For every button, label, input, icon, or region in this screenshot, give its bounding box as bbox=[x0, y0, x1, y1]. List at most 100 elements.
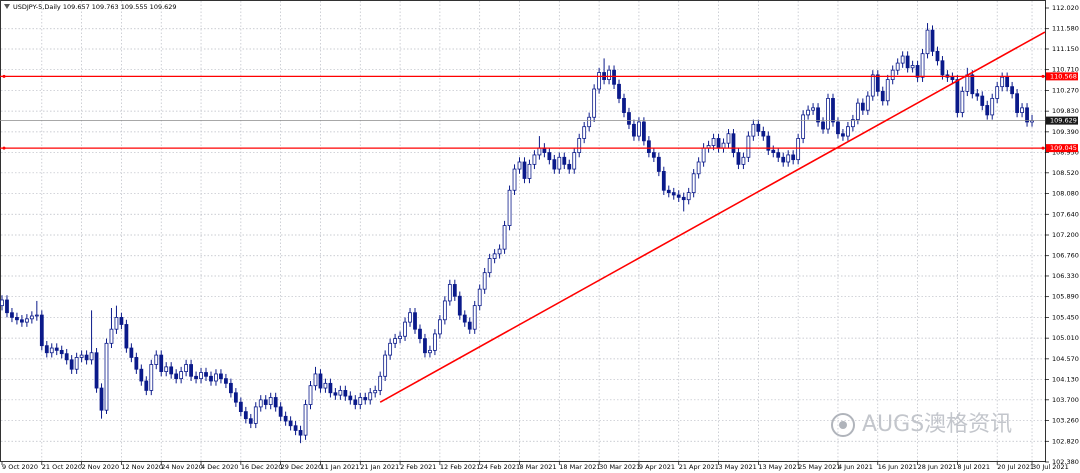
candle-body bbox=[288, 420, 293, 427]
current-price-box bbox=[1046, 116, 1078, 125]
candle-body bbox=[562, 156, 567, 165]
candle-body bbox=[821, 121, 825, 130]
watermark-logo bbox=[831, 413, 855, 437]
candle-body bbox=[49, 347, 54, 354]
y-tick-label: 112.020 bbox=[1052, 4, 1079, 12]
candle-body bbox=[298, 430, 303, 436]
candle-body bbox=[413, 312, 417, 330]
candle-body bbox=[622, 98, 626, 113]
candle-body bbox=[303, 404, 308, 436]
candle-body bbox=[567, 163, 572, 170]
candle-body bbox=[831, 98, 835, 123]
candle-body bbox=[637, 121, 641, 137]
candle-body bbox=[860, 102, 865, 111]
y-tick-label: 107.640 bbox=[1052, 210, 1079, 218]
candle-body bbox=[910, 65, 915, 69]
x-tick-label: 12 Feb 2021 bbox=[440, 463, 480, 471]
candle-body bbox=[124, 324, 129, 349]
y-tick-label: 102.380 bbox=[1052, 458, 1079, 466]
candle-body bbox=[194, 375, 198, 380]
candle-body bbox=[990, 98, 995, 116]
x-tick-label: 9 Oct 2020 bbox=[2, 463, 38, 471]
x-tick-label: 2 Feb 2021 bbox=[400, 463, 436, 471]
candle-body bbox=[547, 152, 552, 161]
candle-body bbox=[84, 354, 89, 361]
candle-body bbox=[786, 154, 791, 163]
candle-body bbox=[323, 382, 328, 389]
candle-body bbox=[383, 354, 388, 377]
candle-body bbox=[403, 321, 407, 337]
candle-body bbox=[214, 373, 218, 382]
candle-body bbox=[5, 299, 9, 314]
level-box bbox=[1046, 144, 1078, 153]
candle-body bbox=[905, 55, 910, 69]
candle-body bbox=[278, 406, 283, 417]
candle-body bbox=[74, 357, 79, 370]
x-tick-label: 11 Jan 2021 bbox=[320, 463, 359, 471]
candle-body bbox=[522, 161, 527, 179]
candle-body bbox=[393, 338, 397, 344]
candle-body bbox=[582, 126, 587, 139]
candle-body bbox=[15, 317, 19, 321]
candle-body bbox=[880, 90, 885, 102]
y-tick-label: 107.200 bbox=[1052, 231, 1079, 239]
candle-body bbox=[617, 83, 621, 99]
y-tick-label: 106.330 bbox=[1052, 272, 1079, 280]
candle-body bbox=[224, 378, 228, 384]
candle-body bbox=[39, 314, 44, 347]
candle-body bbox=[10, 312, 14, 318]
candle-body bbox=[756, 123, 761, 132]
candle-body bbox=[64, 353, 69, 361]
candle-body bbox=[507, 189, 512, 226]
candle-body bbox=[980, 95, 985, 106]
y-tick-label: 102.820 bbox=[1052, 437, 1079, 445]
candle-body bbox=[313, 373, 318, 387]
candle-body bbox=[129, 347, 134, 358]
candle-body bbox=[532, 154, 537, 165]
candle-body bbox=[801, 114, 806, 139]
candle-body bbox=[149, 364, 154, 391]
candle-body bbox=[348, 395, 353, 401]
candle-body bbox=[696, 161, 701, 175]
candle-body bbox=[109, 328, 114, 344]
candle-body bbox=[572, 152, 577, 170]
candle-body bbox=[94, 352, 99, 389]
candle-body bbox=[592, 88, 597, 118]
x-tick-label: 4 Jun 2021 bbox=[838, 463, 873, 471]
candle-body bbox=[935, 50, 940, 62]
candle-body bbox=[134, 357, 139, 370]
candle-body bbox=[1000, 76, 1005, 88]
candle-body bbox=[731, 133, 736, 153]
candle-body bbox=[855, 102, 860, 121]
candle-body bbox=[537, 147, 542, 156]
candle-body bbox=[796, 138, 801, 161]
candle-body bbox=[841, 133, 845, 137]
candle-body bbox=[353, 399, 358, 405]
candle-body bbox=[970, 74, 975, 95]
candle-body bbox=[512, 168, 517, 191]
x-tick-label: 24 Nov 2020 bbox=[161, 463, 203, 471]
y-tick-label: 109.390 bbox=[1052, 128, 1079, 136]
candle-body bbox=[597, 72, 602, 90]
candle-body bbox=[398, 335, 402, 340]
candle-body bbox=[253, 406, 258, 424]
candle-body bbox=[144, 380, 149, 391]
candle-body bbox=[114, 317, 119, 330]
candle-body bbox=[482, 272, 487, 290]
candle-body bbox=[29, 315, 34, 320]
candle-body bbox=[651, 152, 656, 158]
candle-body bbox=[164, 366, 169, 372]
candle-body bbox=[54, 347, 59, 351]
candle-body bbox=[338, 390, 343, 396]
candle-body bbox=[612, 69, 616, 85]
candle-body bbox=[716, 138, 721, 149]
candle-body bbox=[139, 368, 144, 382]
candle-body bbox=[408, 312, 412, 323]
candle-body bbox=[766, 135, 771, 151]
candle-body bbox=[89, 352, 94, 361]
level-anchor bbox=[1041, 74, 1045, 78]
candle-body bbox=[686, 192, 691, 201]
candle-body bbox=[368, 392, 373, 401]
candle-body bbox=[318, 373, 323, 389]
candle-body bbox=[771, 149, 776, 153]
